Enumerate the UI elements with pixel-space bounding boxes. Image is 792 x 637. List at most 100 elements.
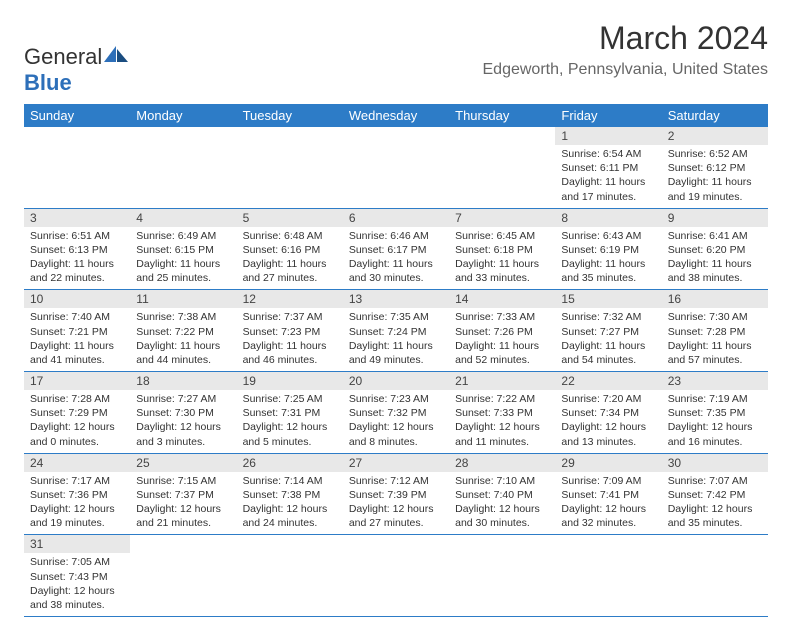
daylight-text: Daylight: 12 hours and 27 minutes. bbox=[349, 502, 443, 530]
calendar-day-cell: 20Sunrise: 7:23 AMSunset: 7:32 PMDayligh… bbox=[343, 372, 449, 454]
day-number: 31 bbox=[24, 535, 130, 553]
sunrise-text: Sunrise: 6:51 AM bbox=[30, 229, 124, 243]
calendar-week-row: 10Sunrise: 7:40 AMSunset: 7:21 PMDayligh… bbox=[24, 290, 768, 372]
sunrise-text: Sunrise: 7:14 AM bbox=[243, 474, 337, 488]
day-number: 3 bbox=[24, 209, 130, 227]
calendar-day-cell: 7Sunrise: 6:45 AMSunset: 6:18 PMDaylight… bbox=[449, 208, 555, 290]
sunrise-text: Sunrise: 7:15 AM bbox=[136, 474, 230, 488]
sunset-text: Sunset: 7:42 PM bbox=[668, 488, 762, 502]
calendar-empty-cell bbox=[343, 127, 449, 208]
calendar-header-row: SundayMondayTuesdayWednesdayThursdayFrid… bbox=[24, 104, 768, 127]
day-number: 19 bbox=[237, 372, 343, 390]
sunrise-text: Sunrise: 7:30 AM bbox=[668, 310, 762, 324]
sunset-text: Sunset: 7:27 PM bbox=[561, 325, 655, 339]
sunrise-text: Sunrise: 6:52 AM bbox=[668, 147, 762, 161]
sunrise-text: Sunrise: 7:27 AM bbox=[136, 392, 230, 406]
calendar-day-cell: 23 Sunrise: 7:19 AMSunset: 7:35 PMDayligh… bbox=[662, 372, 768, 454]
weekday-header: Saturday bbox=[662, 104, 768, 127]
month-title: March 2024 bbox=[483, 20, 769, 57]
calendar-day-cell: 30Sunrise: 7:07 AMSunset: 7:42 PMDayligh… bbox=[662, 453, 768, 535]
calendar-day-cell: 13Sunrise: 7:35 AMSunset: 7:24 PMDayligh… bbox=[343, 290, 449, 372]
calendar-empty-cell bbox=[24, 127, 130, 208]
sunrise-text: Sunrise: 6:43 AM bbox=[561, 229, 655, 243]
sunset-text: Sunset: 7:29 PM bbox=[30, 406, 124, 420]
brand-logo: GeneralBlue bbox=[24, 44, 130, 96]
calendar-empty-cell bbox=[662, 535, 768, 617]
sunset-text: Sunset: 7:30 PM bbox=[136, 406, 230, 420]
day-number: 16 bbox=[662, 290, 768, 308]
day-details: Sunrise: 7:37 AMSunset: 7:23 PMDaylight:… bbox=[237, 308, 343, 371]
day-details: Sunrise: 7:17 AMSunset: 7:36 PMDaylight:… bbox=[24, 472, 130, 535]
daylight-text: Daylight: 11 hours and 25 minutes. bbox=[136, 257, 230, 285]
sunrise-text: Sunrise: 7:38 AM bbox=[136, 310, 230, 324]
calendar-day-cell: 14Sunrise: 7:33 AMSunset: 7:26 PMDayligh… bbox=[449, 290, 555, 372]
daylight-text: Daylight: 11 hours and 54 minutes. bbox=[561, 339, 655, 367]
calendar-empty-cell bbox=[449, 127, 555, 208]
sail-icon bbox=[102, 44, 130, 64]
sunset-text: Sunset: 7:32 PM bbox=[349, 406, 443, 420]
day-details: Sunrise: 6:46 AMSunset: 6:17 PMDaylight:… bbox=[343, 227, 449, 290]
day-details: Sunrise: 7:38 AMSunset: 7:22 PMDaylight:… bbox=[130, 308, 236, 371]
sunrise-text: Sunrise: 6:49 AM bbox=[136, 229, 230, 243]
calendar-day-cell: 29Sunrise: 7:09 AMSunset: 7:41 PMDayligh… bbox=[555, 453, 661, 535]
sunset-text: Sunset: 6:20 PM bbox=[668, 243, 762, 257]
daylight-text: Daylight: 12 hours and 32 minutes. bbox=[561, 502, 655, 530]
sunset-text: Sunset: 7:28 PM bbox=[668, 325, 762, 339]
sunset-text: Sunset: 7:41 PM bbox=[561, 488, 655, 502]
brand-name-part1: General bbox=[24, 44, 102, 69]
sunrise-text: Sunrise: 7:37 AM bbox=[243, 310, 337, 324]
calendar-body: 1Sunrise: 6:54 AMSunset: 6:11 PMDaylight… bbox=[24, 127, 768, 617]
daylight-text: Daylight: 11 hours and 38 minutes. bbox=[668, 257, 762, 285]
calendar-empty-cell bbox=[343, 535, 449, 617]
sunrise-text: Sunrise: 6:48 AM bbox=[243, 229, 337, 243]
day-number: 26 bbox=[237, 454, 343, 472]
day-details: Sunrise: 6:43 AMSunset: 6:19 PMDaylight:… bbox=[555, 227, 661, 290]
calendar-week-row: 24Sunrise: 7:17 AMSunset: 7:36 PMDayligh… bbox=[24, 453, 768, 535]
day-details: Sunrise: 7:15 AMSunset: 7:37 PMDaylight:… bbox=[130, 472, 236, 535]
daylight-text: Daylight: 11 hours and 46 minutes. bbox=[243, 339, 337, 367]
day-details: Sunrise: 7:28 AMSunset: 7:29 PMDaylight:… bbox=[24, 390, 130, 453]
daylight-text: Daylight: 12 hours and 38 minutes. bbox=[30, 584, 124, 612]
day-number: 23 bbox=[662, 372, 768, 390]
title-block: March 2024 Edgeworth, Pennsylvania, Unit… bbox=[483, 20, 769, 79]
calendar-day-cell: 3Sunrise: 6:51 AMSunset: 6:13 PMDaylight… bbox=[24, 208, 130, 290]
calendar-day-cell: 19Sunrise: 7:25 AMSunset: 7:31 PMDayligh… bbox=[237, 372, 343, 454]
sunset-text: Sunset: 7:43 PM bbox=[30, 570, 124, 584]
sunset-text: Sunset: 7:24 PM bbox=[349, 325, 443, 339]
sunset-text: Sunset: 6:19 PM bbox=[561, 243, 655, 257]
daylight-text: Daylight: 11 hours and 33 minutes. bbox=[455, 257, 549, 285]
daylight-text: Daylight: 11 hours and 19 minutes. bbox=[668, 175, 762, 203]
daylight-text: Daylight: 12 hours and 11 minutes. bbox=[455, 420, 549, 448]
calendar-day-cell: 21Sunrise: 7:22 AMSunset: 7:33 PMDayligh… bbox=[449, 372, 555, 454]
daylight-text: Daylight: 12 hours and 16 minutes. bbox=[668, 420, 762, 448]
day-number: 9 bbox=[662, 209, 768, 227]
calendar-day-cell: 24Sunrise: 7:17 AMSunset: 7:36 PMDayligh… bbox=[24, 453, 130, 535]
calendar-empty-cell bbox=[555, 535, 661, 617]
sunset-text: Sunset: 7:35 PM bbox=[668, 406, 762, 420]
day-details: Sunrise: 7:30 AMSunset: 7:28 PMDaylight:… bbox=[662, 308, 768, 371]
sunrise-text: Sunrise: 7:23 AM bbox=[349, 392, 443, 406]
calendar-day-cell: 18Sunrise: 7:27 AMSunset: 7:30 PMDayligh… bbox=[130, 372, 236, 454]
sunset-text: Sunset: 7:21 PM bbox=[30, 325, 124, 339]
day-details: Sunrise: 7:20 AMSunset: 7:34 PMDaylight:… bbox=[555, 390, 661, 453]
day-details: Sunrise: 7:12 AMSunset: 7:39 PMDaylight:… bbox=[343, 472, 449, 535]
daylight-text: Daylight: 11 hours and 35 minutes. bbox=[561, 257, 655, 285]
day-number: 22 bbox=[555, 372, 661, 390]
day-number: 6 bbox=[343, 209, 449, 227]
calendar-day-cell: 16Sunrise: 7:30 AMSunset: 7:28 PMDayligh… bbox=[662, 290, 768, 372]
calendar-day-cell: 15Sunrise: 7:32 AMSunset: 7:27 PMDayligh… bbox=[555, 290, 661, 372]
day-details: Sunrise: 6:54 AMSunset: 6:11 PMDaylight:… bbox=[555, 145, 661, 208]
sunrise-text: Sunrise: 7:05 AM bbox=[30, 555, 124, 569]
daylight-text: Daylight: 12 hours and 35 minutes. bbox=[668, 502, 762, 530]
calendar-empty-cell bbox=[237, 535, 343, 617]
daylight-text: Daylight: 11 hours and 22 minutes. bbox=[30, 257, 124, 285]
weekday-header: Wednesday bbox=[343, 104, 449, 127]
location-text: Edgeworth, Pennsylvania, United States bbox=[483, 61, 769, 79]
day-number: 14 bbox=[449, 290, 555, 308]
sunrise-text: Sunrise: 7:33 AM bbox=[455, 310, 549, 324]
sunrise-text: Sunrise: 7:19 AM bbox=[668, 392, 762, 406]
sunrise-text: Sunrise: 7:07 AM bbox=[668, 474, 762, 488]
sunrise-text: Sunrise: 6:41 AM bbox=[668, 229, 762, 243]
sunset-text: Sunset: 7:36 PM bbox=[30, 488, 124, 502]
sunrise-text: Sunrise: 7:28 AM bbox=[30, 392, 124, 406]
